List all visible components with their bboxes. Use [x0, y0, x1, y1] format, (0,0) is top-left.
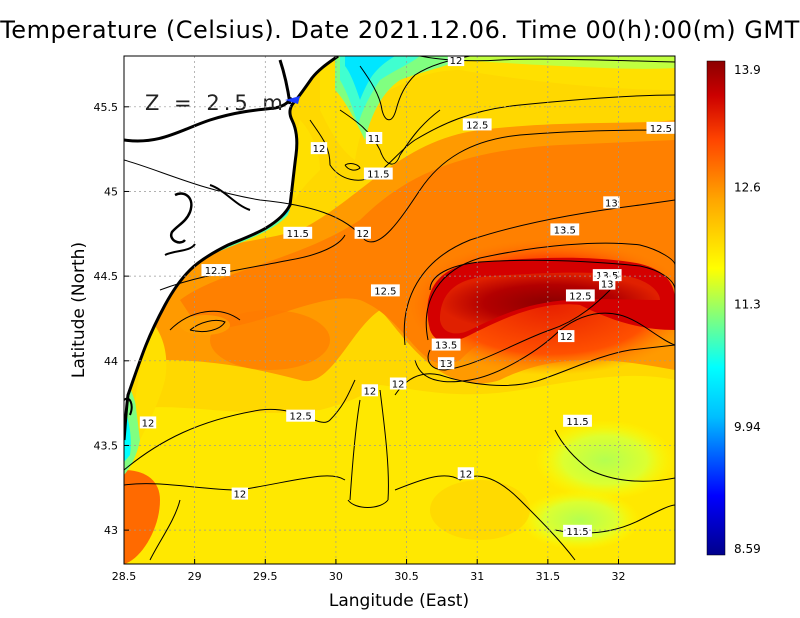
land-mass	[124, 56, 339, 441]
contour-label: 13.5	[435, 341, 457, 352]
colorbar-tick-label: 13.9	[734, 63, 761, 77]
plot-frame	[123, 55, 676, 565]
y-tick-label: 44	[104, 355, 118, 368]
contour-label-bg	[139, 416, 157, 429]
contour-label-bg	[447, 54, 465, 67]
contour-label: 13	[440, 359, 453, 370]
contour-label: 13.5	[596, 271, 618, 282]
contour-label: 12.5	[289, 412, 311, 423]
contour-label: 11.5	[367, 170, 389, 181]
grid-lines	[124, 56, 675, 564]
contour-label: 11.5	[287, 229, 309, 240]
contour-label: 12.5	[466, 120, 488, 131]
contour-label: 12	[233, 490, 246, 501]
contour-label: 12	[142, 418, 155, 429]
x-tick-label: 28.5	[112, 570, 137, 583]
y-tick-label: 45.5	[94, 101, 119, 114]
contour-label-bg	[365, 131, 383, 144]
contour-label: 13.5	[554, 225, 576, 236]
contour-label: 12	[356, 229, 369, 240]
contour-label: 12	[560, 332, 573, 343]
x-tick-label: 29	[188, 570, 202, 583]
contour-label-bg	[354, 226, 371, 239]
contour-label-bg	[646, 121, 676, 134]
contour-label: 12	[363, 386, 376, 397]
x-axis-ticks: 28.5 29 29.5 30 30.5 31 31.5 32	[112, 559, 625, 583]
x-tick-label: 30	[329, 570, 343, 583]
contour-label: 13	[601, 280, 614, 291]
contour-label: 11.5	[566, 527, 588, 538]
contour-label: 12.5	[374, 286, 396, 297]
contour-label: 12	[313, 144, 326, 155]
colorbar-tick-label: 12.6	[734, 180, 761, 194]
contour-label-bg	[310, 142, 328, 155]
contour-label: 12	[450, 56, 463, 67]
contour-label: 11.5	[566, 417, 588, 428]
contour-label-bg	[361, 384, 379, 397]
contour-label-bg	[558, 330, 575, 343]
y-tick-label: 44.5	[94, 270, 119, 283]
y-axis-label: Latitude (North)	[69, 242, 89, 378]
colorbar-tick-label: 8.59	[734, 542, 761, 556]
contour-label: 12.5	[650, 124, 672, 135]
contour-label-bg	[370, 284, 400, 297]
contour-label-bg	[437, 357, 455, 370]
contour-label-bg	[598, 277, 616, 290]
contour-lines	[124, 56, 675, 561]
contour-label-bg	[431, 338, 461, 351]
contour-label: 12	[392, 380, 405, 391]
x-tick-label: 31	[470, 570, 484, 583]
x-axis-label: Langitude (East)	[329, 591, 469, 611]
colorbar	[706, 60, 726, 556]
x-tick-label: 29.5	[253, 570, 278, 583]
x-tick-label: 30.5	[394, 570, 419, 583]
contour-label-bg	[286, 409, 316, 422]
contour-label-bg	[550, 223, 580, 236]
y-tick-label: 43.5	[94, 439, 119, 452]
y-axis-ticks: 45.5 45 44.5 44 43.5 43	[94, 101, 129, 537]
colorbar-tick-label: 9.94	[734, 420, 761, 434]
contour-label-bg	[389, 377, 407, 390]
contour-label-bg	[457, 467, 475, 480]
contour-label-bg	[231, 487, 249, 500]
contour-label-bg	[563, 414, 592, 427]
colorbar-tick-label: 11.3	[734, 298, 761, 312]
contour-label: 12.5	[569, 291, 591, 302]
colorbar-ticks: 13.9 12.6 11.3 9.94 8.59	[734, 63, 761, 556]
contour-label-bg	[201, 264, 231, 277]
contour-label: 13	[605, 198, 618, 209]
map-title: Temperature (Celsius). Date 2021.12.06. …	[0, 16, 800, 44]
y-tick-label: 45	[104, 185, 118, 198]
contour-label-bg	[563, 524, 592, 537]
contour-label: 12.5	[205, 266, 227, 277]
x-tick-label: 31.5	[536, 570, 561, 583]
depth-label: Z = 2.5 m	[145, 91, 287, 115]
y-tick-label: 43	[104, 524, 118, 537]
contour-label: 12	[460, 469, 473, 480]
contour-label-bg	[363, 167, 393, 180]
contour-label-bg	[603, 196, 620, 209]
contour-label-bg	[283, 226, 313, 239]
contour-label-bg	[565, 289, 595, 302]
contour-label: 11	[368, 134, 381, 145]
x-tick-label: 32	[611, 570, 625, 583]
contour-label-bg	[462, 118, 492, 131]
